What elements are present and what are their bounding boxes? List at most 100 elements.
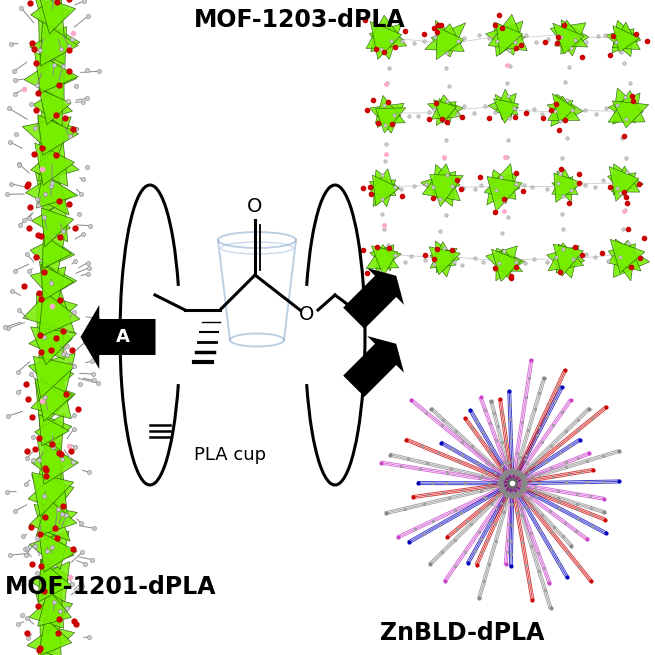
Polygon shape: [430, 174, 463, 207]
Polygon shape: [422, 164, 460, 201]
Polygon shape: [373, 170, 400, 206]
Polygon shape: [436, 241, 460, 272]
Polygon shape: [608, 90, 645, 122]
Polygon shape: [487, 176, 522, 212]
Polygon shape: [35, 0, 71, 38]
Polygon shape: [38, 115, 79, 155]
Polygon shape: [29, 531, 69, 569]
Polygon shape: [610, 239, 645, 273]
Polygon shape: [26, 172, 69, 215]
Polygon shape: [608, 244, 635, 281]
Polygon shape: [39, 89, 71, 124]
Polygon shape: [493, 99, 519, 123]
Text: O: O: [299, 305, 314, 324]
Polygon shape: [428, 102, 457, 125]
Polygon shape: [552, 169, 578, 195]
Polygon shape: [553, 244, 584, 276]
Polygon shape: [31, 202, 67, 242]
Polygon shape: [31, 376, 71, 419]
Polygon shape: [556, 244, 585, 273]
Polygon shape: [40, 22, 78, 66]
Polygon shape: [35, 52, 78, 93]
Polygon shape: [561, 20, 589, 54]
Polygon shape: [613, 26, 640, 52]
Polygon shape: [432, 164, 460, 200]
Polygon shape: [548, 243, 584, 271]
Bar: [358, 325, 655, 655]
Polygon shape: [38, 561, 71, 602]
Polygon shape: [612, 101, 648, 128]
Polygon shape: [43, 233, 75, 269]
Polygon shape: [32, 472, 73, 517]
Polygon shape: [494, 22, 525, 56]
Polygon shape: [35, 379, 75, 429]
Polygon shape: [22, 117, 71, 159]
Polygon shape: [37, 440, 79, 484]
Polygon shape: [370, 103, 404, 133]
Polygon shape: [39, 355, 74, 398]
Polygon shape: [369, 24, 402, 60]
Polygon shape: [343, 268, 404, 329]
Polygon shape: [607, 173, 636, 196]
Text: B: B: [386, 306, 400, 324]
Polygon shape: [35, 379, 73, 421]
Polygon shape: [30, 233, 66, 274]
Polygon shape: [547, 246, 579, 278]
Polygon shape: [43, 235, 71, 269]
Polygon shape: [31, 142, 67, 186]
Polygon shape: [496, 23, 523, 54]
Polygon shape: [29, 500, 70, 541]
Polygon shape: [495, 249, 523, 271]
Polygon shape: [40, 531, 74, 567]
Polygon shape: [436, 20, 462, 55]
Polygon shape: [487, 170, 520, 205]
Polygon shape: [553, 94, 575, 123]
Polygon shape: [41, 559, 72, 596]
Polygon shape: [37, 293, 77, 339]
Polygon shape: [376, 246, 402, 272]
Polygon shape: [38, 117, 79, 161]
Polygon shape: [39, 291, 80, 337]
Text: ZnBLD-dPLA: ZnBLD-dPLA: [380, 621, 544, 645]
Polygon shape: [608, 93, 640, 123]
Polygon shape: [369, 169, 396, 196]
Text: MOF-1201-dPLA: MOF-1201-dPLA: [5, 575, 217, 599]
Polygon shape: [39, 415, 69, 446]
Polygon shape: [436, 28, 464, 60]
Polygon shape: [429, 247, 460, 274]
Polygon shape: [24, 54, 64, 101]
Polygon shape: [430, 248, 457, 277]
Polygon shape: [41, 415, 72, 449]
Polygon shape: [31, 475, 74, 522]
Polygon shape: [29, 588, 64, 628]
Polygon shape: [41, 264, 74, 301]
Polygon shape: [39, 53, 77, 96]
Polygon shape: [34, 504, 77, 542]
Polygon shape: [375, 108, 406, 133]
Polygon shape: [33, 356, 76, 398]
Polygon shape: [609, 166, 639, 201]
Polygon shape: [39, 317, 72, 365]
Polygon shape: [369, 244, 394, 271]
Polygon shape: [371, 246, 398, 276]
Text: MOF-1203-dPLA: MOF-1203-dPLA: [194, 8, 406, 32]
Polygon shape: [430, 242, 456, 269]
Polygon shape: [488, 93, 516, 119]
Polygon shape: [28, 468, 67, 514]
Polygon shape: [552, 177, 573, 202]
Polygon shape: [436, 99, 463, 126]
Polygon shape: [37, 588, 71, 626]
Polygon shape: [366, 244, 399, 269]
Polygon shape: [551, 94, 583, 126]
Polygon shape: [36, 498, 77, 536]
Polygon shape: [555, 20, 588, 47]
Polygon shape: [31, 327, 77, 365]
Polygon shape: [38, 618, 72, 655]
Polygon shape: [554, 173, 582, 202]
Polygon shape: [28, 561, 69, 602]
Polygon shape: [421, 171, 456, 206]
Polygon shape: [39, 141, 79, 181]
Polygon shape: [432, 95, 462, 119]
Text: PLA cup: PLA cup: [194, 446, 266, 464]
Polygon shape: [30, 267, 66, 305]
